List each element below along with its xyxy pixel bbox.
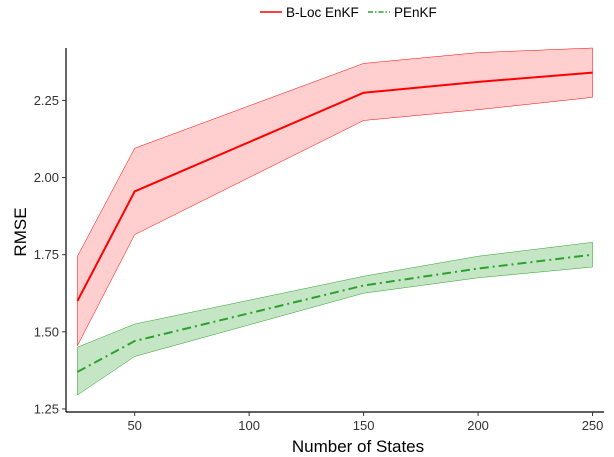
y-tick-label: 1.75 (34, 247, 59, 262)
x-tick-label: 250 (582, 418, 604, 433)
axes: 1.25 1.50 1.75 2.00 2.25 50 100 150 200 250 (34, 48, 604, 433)
x-tick-label: 150 (353, 418, 375, 433)
legend-label-1: PEnKF (394, 5, 437, 20)
x-axis-title: Number of States (292, 437, 424, 456)
x-tick-label: 200 (467, 418, 489, 433)
series-line-0 (76, 71, 593, 302)
x-tick-label: 50 (127, 418, 141, 433)
x-tick-label: 100 (238, 418, 260, 433)
y-axis-title: RMSE (11, 207, 30, 256)
band-0 (77, 47, 593, 346)
y-tick-label: 2.25 (34, 93, 59, 108)
confidence-bands (77, 47, 593, 396)
y-tick-label: 2.00 (34, 170, 59, 185)
y-tick-label: 1.25 (34, 401, 59, 416)
band-1 (77, 242, 593, 396)
series-line-1 (76, 253, 593, 373)
series-lines (76, 71, 593, 373)
legend-label-0: B-Loc EnKF (286, 5, 359, 20)
y-tick-label: 1.50 (34, 324, 59, 339)
legend: B-Loc EnKF PEnKF (260, 5, 437, 20)
